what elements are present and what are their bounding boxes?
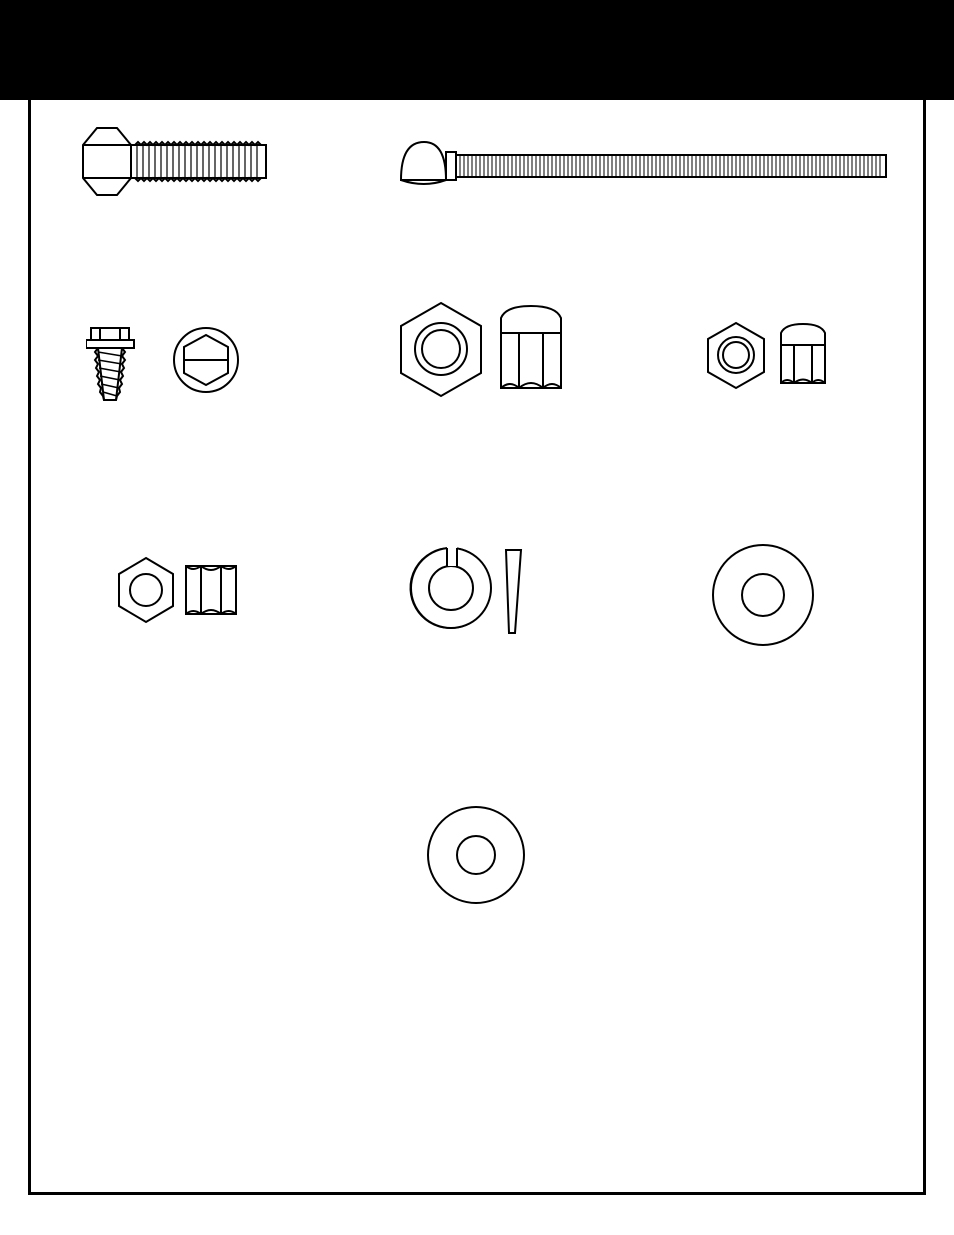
flat-washer-1-illustration	[706, 538, 821, 658]
lock-washer-illustration	[401, 538, 551, 653]
flat-washer-2-illustration	[421, 800, 531, 915]
hex-bolt-illustration	[75, 120, 275, 215]
small-nylock-nut-illustration	[701, 315, 861, 405]
hex-screw-illustration	[86, 310, 306, 415]
content-frame	[28, 100, 926, 1195]
carriage-bolt-illustration	[396, 130, 896, 205]
hex-nut-illustration	[111, 548, 251, 643]
header-band	[0, 0, 954, 100]
large-nylock-nut-illustration	[391, 288, 591, 418]
